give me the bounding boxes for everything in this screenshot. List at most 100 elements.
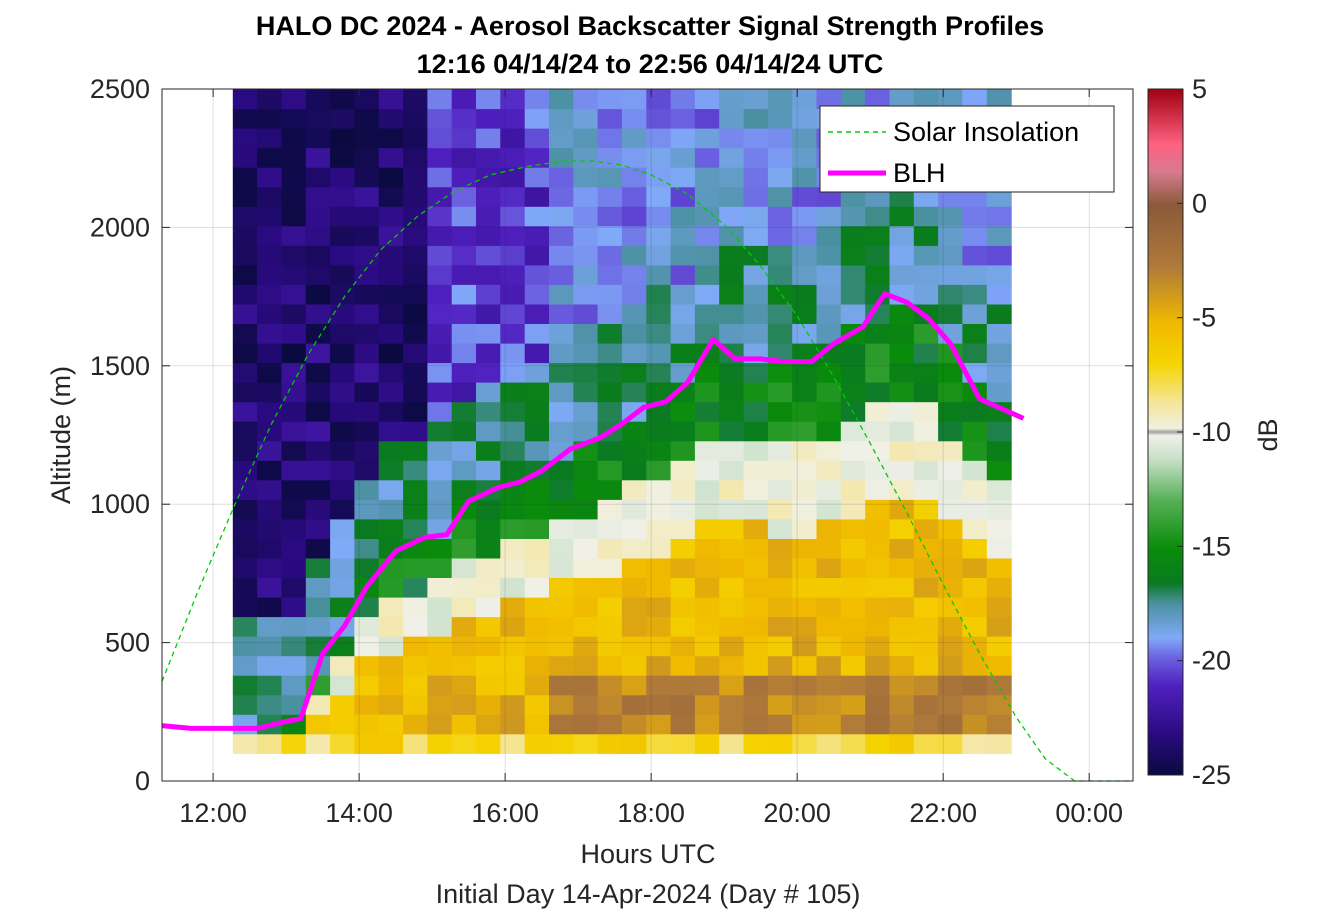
heatmap-cell [451, 225, 477, 246]
heatmap-cell [549, 597, 574, 618]
heatmap-cell [719, 421, 745, 442]
heatmap-cell [646, 538, 672, 559]
heatmap-cell [257, 616, 282, 637]
heatmap-cell [549, 343, 574, 364]
heatmap-cell [378, 733, 404, 754]
heatmap-cell [792, 343, 818, 364]
heatmap-cell [621, 323, 647, 344]
heatmap-cell [476, 694, 501, 715]
heatmap-cell [378, 206, 404, 227]
heatmap-cell [670, 128, 696, 149]
heatmap-cell [792, 597, 818, 618]
heatmap-cell [524, 518, 550, 539]
heatmap-cell [354, 518, 380, 539]
heatmap-cell [500, 675, 526, 696]
heatmap-cell [305, 499, 331, 520]
heatmap-cell [694, 245, 720, 266]
heatmap-cell [500, 128, 526, 149]
heatmap-cell [865, 636, 891, 657]
heatmap-cell [792, 186, 818, 207]
heatmap-cell [670, 440, 696, 461]
heatmap-cell [330, 303, 355, 324]
blh-line [161, 291, 1025, 731]
heatmap-cell [476, 499, 501, 520]
heatmap-cell [232, 303, 258, 324]
heatmap-cell [232, 128, 258, 149]
heatmap-cell [354, 264, 380, 285]
heatmap-cell [305, 206, 331, 227]
heatmap-cell [354, 167, 380, 188]
heatmap-cell [549, 518, 574, 539]
heatmap-cell [621, 343, 647, 364]
heatmap-cell [476, 245, 501, 266]
heatmap-cell [646, 167, 672, 188]
heatmap-cell [792, 303, 818, 324]
heatmap-cell [403, 694, 428, 715]
heatmap-cell [305, 557, 331, 578]
heatmap-cell [257, 108, 282, 129]
heatmap-cell [232, 147, 258, 168]
heatmap-cell [354, 382, 380, 403]
heatmap-cell [232, 440, 258, 461]
heatmap-cell [913, 89, 939, 110]
heatmap-cell [549, 616, 574, 637]
heatmap-cell [913, 401, 939, 422]
heatmap-cell [597, 245, 623, 266]
y-tick-label: 1000 [90, 489, 150, 519]
heatmap-cell [719, 499, 745, 520]
heatmap-cell [597, 714, 623, 735]
heatmap-cell [767, 479, 793, 500]
heatmap-cell [962, 616, 988, 637]
heatmap-cell [573, 343, 599, 364]
heatmap-cell [500, 714, 526, 735]
heatmap-cell [816, 675, 842, 696]
heatmap-cell [913, 518, 939, 539]
heatmap-cell [427, 733, 453, 754]
heatmap-cell [816, 362, 842, 383]
heatmap-cell [694, 499, 720, 520]
heatmap-cell [865, 675, 891, 696]
heatmap-cell [305, 421, 331, 442]
heatmap-cell [330, 89, 355, 110]
heatmap-cell [694, 479, 720, 500]
heatmap-cell [646, 382, 672, 403]
heatmap-cell [427, 440, 453, 461]
heatmap-cell [719, 577, 745, 598]
heatmap-cell [865, 421, 891, 442]
heatmap-cell [719, 108, 745, 129]
heatmap-cell [670, 89, 696, 110]
heatmap-cell [986, 675, 1012, 696]
legend-box [819, 105, 1115, 193]
heatmap-cell [865, 245, 891, 266]
heatmap-cell [840, 284, 866, 305]
heatmap-cell [427, 323, 453, 344]
heatmap-cell [621, 264, 647, 285]
heatmap-cell [816, 401, 842, 422]
heatmap-cell [913, 264, 939, 285]
heatmap-cell [938, 89, 963, 110]
heatmap-cell [354, 89, 380, 110]
heatmap-cell [792, 421, 818, 442]
heatmap-cell [962, 245, 988, 266]
heatmap-cell [403, 499, 428, 520]
heatmap-cell [573, 518, 599, 539]
heatmap-cell [719, 694, 745, 715]
heatmap-cell [573, 206, 599, 227]
heatmap-cell [549, 577, 574, 598]
heatmap-cell [549, 479, 574, 500]
plot-frame [161, 88, 1134, 782]
heatmap-cell [767, 264, 793, 285]
heatmap-cell [281, 323, 307, 344]
heatmap-cell [889, 694, 915, 715]
heatmap-cell [354, 421, 380, 442]
heatmap-cell [281, 655, 307, 676]
heatmap-cell [986, 343, 1012, 364]
heatmap-cell [427, 499, 453, 520]
heatmap-cell [646, 557, 672, 578]
heatmap-cell [694, 597, 720, 618]
heatmap-cell [694, 303, 720, 324]
heatmap-cell [403, 440, 428, 461]
heatmap-cell [767, 733, 793, 754]
heatmap-cell [378, 362, 404, 383]
heatmap-cell [792, 284, 818, 305]
